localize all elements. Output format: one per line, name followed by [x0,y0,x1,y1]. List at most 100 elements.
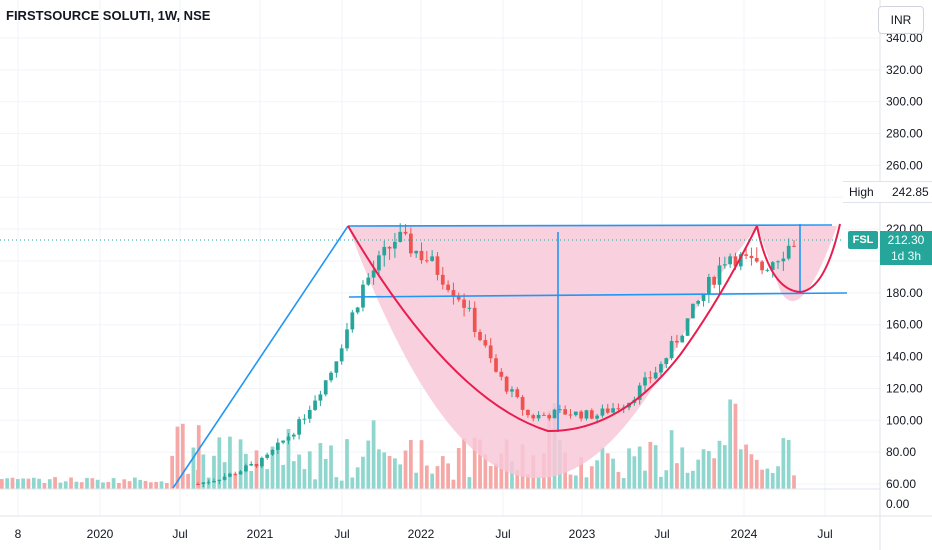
candle-body [547,415,552,419]
candle-body [584,410,589,419]
candle-body [637,385,642,400]
time-axis[interactable]: 8 2020 Jul 2021 Jul 2022 Jul 2023 Jul 2024 Jul [15,527,833,541]
volume-bar [259,458,264,489]
neckline-support-line[interactable] [348,292,848,298]
currency-button[interactable]: INR [878,6,924,34]
volume-bar [74,481,79,489]
volume-bar [685,472,690,489]
volume-bar [111,478,116,489]
volume-bar [659,476,663,489]
candle-body [691,303,695,319]
volume-bar [371,420,376,489]
volume-bar [701,449,706,489]
candle-body [270,449,275,455]
cup-curve[interactable] [347,225,758,433]
volume-bar [175,426,180,489]
candle-body [345,329,349,349]
candle-body [329,372,333,381]
candle-body [291,434,296,437]
volume-bar [307,451,312,489]
volume-bar [191,447,196,489]
volume-bar [382,452,387,489]
candle-body [526,409,530,416]
candle-body [275,442,280,450]
candle-body [781,258,786,262]
candle-body [616,408,621,410]
volume-bar [483,454,488,489]
volume-bar [122,479,127,489]
volume-bar [329,445,333,489]
volume-bar [712,458,717,489]
time-tick-label: Jul [654,527,669,541]
price-tick-label: 140.00 [886,350,923,364]
candle-body [776,261,780,263]
volume-bar [254,450,259,489]
candle-body [568,414,573,416]
candle-body [749,255,754,259]
candle-body [557,409,562,411]
candle-body [722,264,727,266]
candle-body [680,335,685,343]
candle-body [297,419,301,435]
volume-bar [217,437,222,489]
volume-bar [85,477,89,489]
cup-handle-shading [348,226,837,479]
volume-bar [95,479,100,489]
volume-bar [106,482,111,489]
resistance-line[interactable] [347,224,833,227]
candle-body [387,246,392,249]
volume-bar [143,480,148,489]
volume-bar [164,482,169,489]
volume-bar [339,480,344,489]
volume-bar [238,439,243,489]
candle-body [424,260,429,262]
volume-bar [494,463,498,489]
candle-body [196,484,200,485]
price-tick-label: 60.00 [886,477,916,491]
candle-body [770,262,775,270]
symbol-tag: FSL [848,231,878,249]
volume-bar [249,470,254,489]
volume-bar [675,463,679,489]
volume-bar [435,466,440,489]
volume-bar [302,469,307,489]
candle-body [675,340,679,343]
candle-body [318,394,323,401]
volume-bar [510,461,514,489]
volume-bar [536,476,541,489]
candle-body [244,465,248,472]
volume-bar [722,445,727,489]
volume-bar [515,470,520,489]
candle-body [286,436,291,441]
volume-bar [611,458,615,489]
price-tick-label: 80.00 [886,445,916,459]
candle-body [366,277,371,285]
trend-line[interactable] [172,225,349,489]
volume-bar [595,460,599,489]
volume-bar [133,477,137,489]
volume-bar [377,449,381,489]
candle-body [643,377,647,386]
volume-bar [605,453,610,489]
time-tick-label: 2024 [731,527,758,541]
time-tick-label: 2023 [569,527,596,541]
volume-bar [643,470,647,489]
price-axis[interactable]: 340.00320.00300.00280.00260.00240.00220.… [886,31,923,511]
volume-bar [664,470,669,489]
time-tick-label: 2021 [247,527,274,541]
volume-bar [408,440,413,489]
volume-bar [186,473,190,489]
volume-bar [440,456,445,489]
candle-body [212,480,216,483]
candle-body [605,408,610,413]
candle-body [254,463,259,467]
volume-bar [10,477,15,489]
handle-curve[interactable] [756,223,841,294]
bar-countdown: 1d 3h [880,248,932,265]
time-tick-label: Jul [817,527,832,541]
volume-bar [233,474,238,489]
volume-bar [669,430,674,489]
candle-body [579,411,584,419]
volume-bar [765,468,770,489]
